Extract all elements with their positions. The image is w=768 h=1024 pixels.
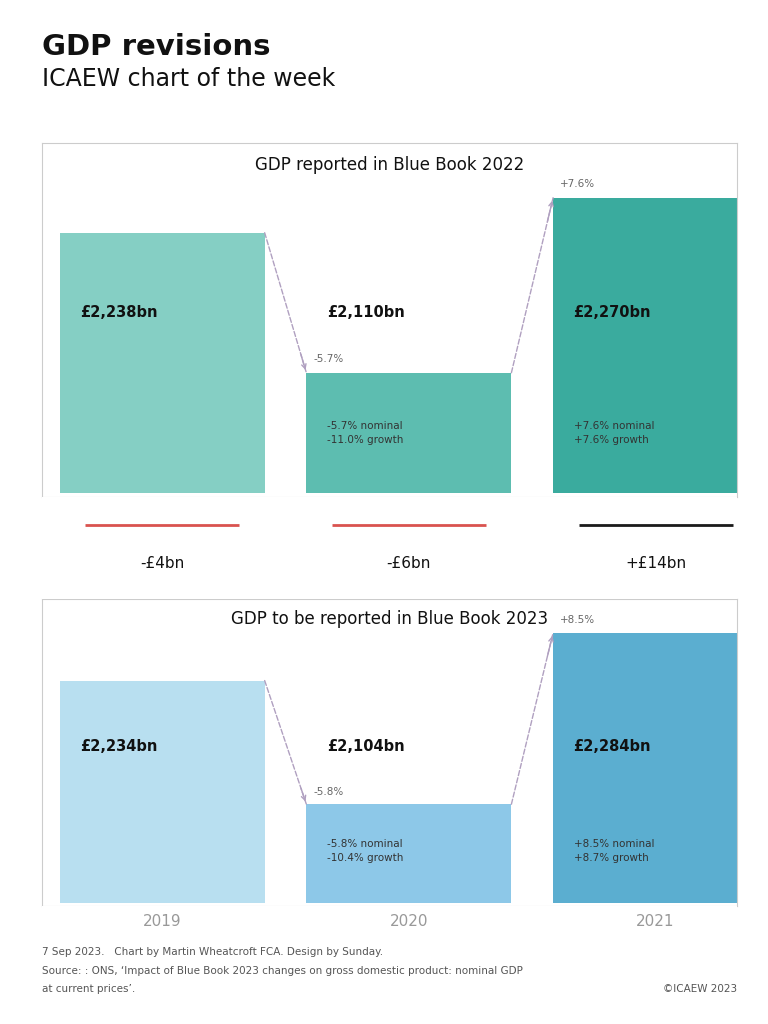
Text: £2,284bn: £2,284bn [574, 739, 651, 754]
Text: Source: : ONS, ‘Impact of Blue Book 2023 changes on gross domestic product: nomi: Source: : ONS, ‘Impact of Blue Book 2023… [42, 966, 523, 976]
Text: -5.7%: -5.7% [313, 354, 343, 364]
Text: 2019: 2019 [143, 914, 181, 929]
Bar [306, 373, 511, 494]
Text: -5.7% nominal
-11.0% growth: -5.7% nominal -11.0% growth [327, 421, 403, 445]
Text: at current prices’.: at current prices’. [42, 984, 135, 994]
Bar [553, 198, 758, 494]
Text: GDP revisions: GDP revisions [42, 33, 271, 60]
Bar [553, 633, 758, 903]
Text: GDP to be reported in Blue Book 2023: GDP to be reported in Blue Book 2023 [231, 610, 548, 628]
Bar [60, 681, 265, 903]
Text: 2021: 2021 [637, 914, 675, 929]
Text: ©ICAEW 2023: ©ICAEW 2023 [663, 984, 737, 994]
Text: +8.5% nominal
+8.7% growth: +8.5% nominal +8.7% growth [574, 839, 654, 863]
Text: £2,110bn: £2,110bn [327, 305, 405, 321]
Bar [60, 232, 265, 494]
Text: £2,234bn: £2,234bn [80, 739, 157, 754]
Text: GDP reported in Blue Book 2022: GDP reported in Blue Book 2022 [255, 156, 525, 174]
Text: -5.8%: -5.8% [313, 786, 343, 797]
Text: +8.5%: +8.5% [560, 615, 595, 626]
Text: -£6bn: -£6bn [386, 556, 431, 570]
Text: -£4bn: -£4bn [140, 556, 184, 570]
Text: +£14bn: +£14bn [625, 556, 686, 570]
Bar [306, 804, 511, 903]
Text: £2,238bn: £2,238bn [80, 305, 157, 321]
Text: +7.6% nominal
+7.6% growth: +7.6% nominal +7.6% growth [574, 421, 654, 445]
Text: ICAEW chart of the week: ICAEW chart of the week [42, 67, 336, 90]
Text: 2020: 2020 [389, 914, 428, 929]
Text: £2,270bn: £2,270bn [574, 305, 651, 321]
Text: -5.8% nominal
-10.4% growth: -5.8% nominal -10.4% growth [327, 839, 403, 863]
Text: +7.6%: +7.6% [560, 179, 595, 188]
Text: £2,104bn: £2,104bn [327, 739, 405, 754]
Text: 7 Sep 2023.   Chart by Martin Wheatcroft FCA. Design by Sunday.: 7 Sep 2023. Chart by Martin Wheatcroft F… [42, 947, 383, 957]
